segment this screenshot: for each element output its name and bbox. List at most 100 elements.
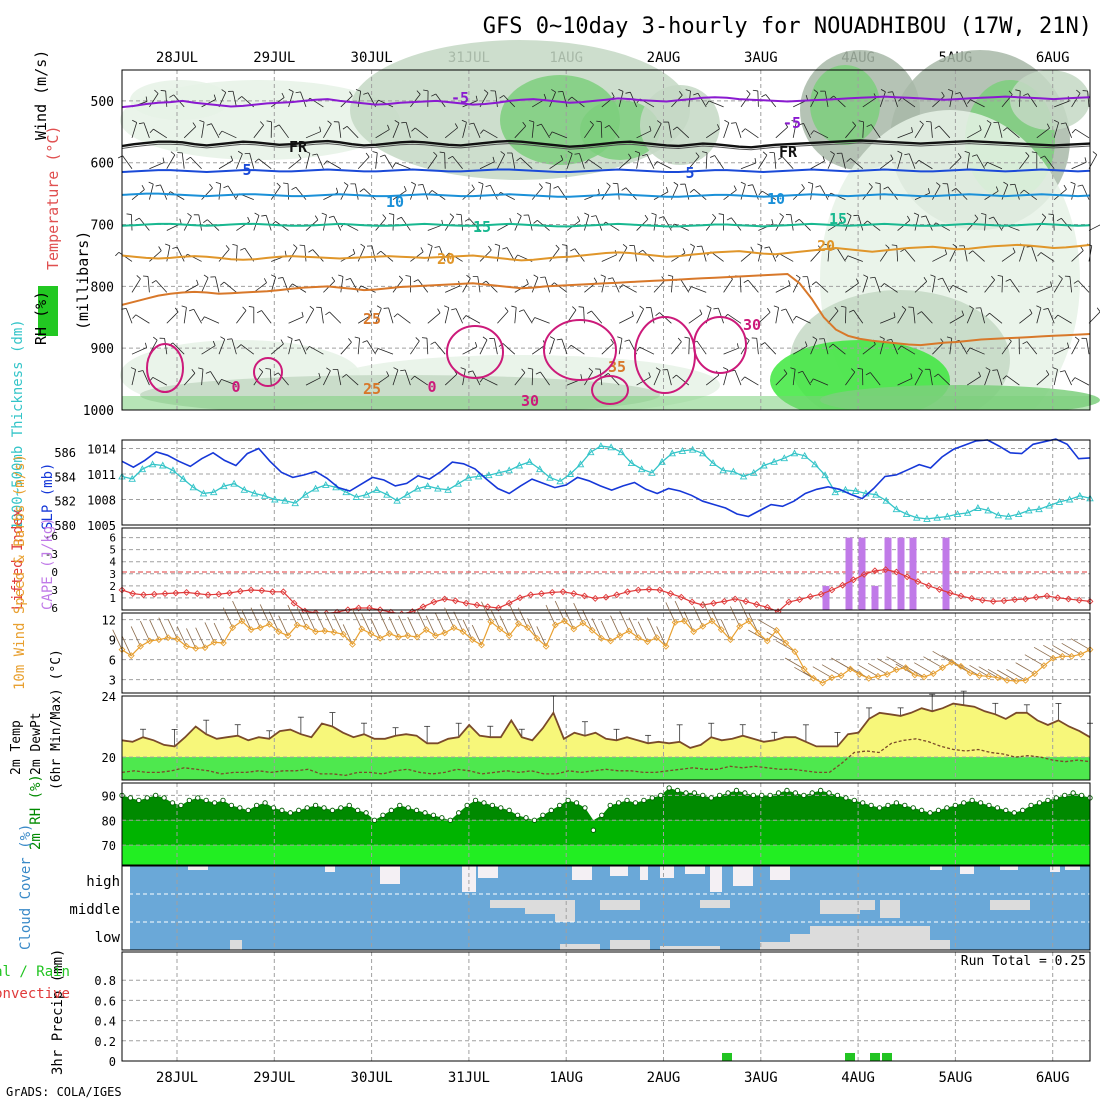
wind-barb	[462, 278, 471, 293]
rh2m-point	[413, 807, 420, 813]
wind-barb	[376, 305, 382, 309]
wind-barb	[932, 185, 941, 200]
rh2m-point	[944, 805, 950, 811]
wind-barb	[1088, 224, 1100, 231]
rh2m-point	[893, 800, 900, 806]
thickness-tick-label: 582	[54, 495, 76, 509]
wind-barb	[775, 284, 791, 293]
wind10m-barb	[269, 611, 280, 632]
cape-tick-label: 3	[109, 568, 116, 581]
wind-barb	[265, 368, 271, 370]
lifted-index-point	[806, 593, 814, 601]
thickness-point	[372, 485, 381, 493]
wind10m-point	[920, 673, 928, 681]
wind-barb	[790, 214, 794, 231]
wind10m-point	[828, 674, 836, 682]
wind-barb	[638, 249, 643, 254]
wind-barb	[183, 126, 196, 139]
wind-barb	[757, 243, 763, 247]
wind-barb	[388, 307, 394, 324]
wind-barb	[305, 150, 311, 154]
date-label-bottom: 6AUG	[1036, 1070, 1070, 1086]
thickness-point	[220, 482, 228, 490]
wind-barb	[338, 121, 342, 138]
wind-barb	[925, 215, 933, 231]
wind-barb	[376, 250, 382, 255]
slp-tick-label: 1014	[87, 443, 116, 457]
wind-barb	[447, 155, 453, 160]
panel-frame	[121, 612, 1091, 694]
wind10m-point	[763, 637, 771, 645]
wind-barb	[947, 183, 951, 200]
wind-barb	[1001, 341, 1012, 355]
wind-barb	[846, 158, 851, 162]
wind-barb	[363, 188, 376, 200]
wind-barb	[531, 317, 536, 323]
rh2m-point	[481, 800, 487, 806]
wind-barb	[323, 160, 328, 165]
rh2m-point	[472, 797, 479, 804]
wind10m-point	[229, 624, 237, 632]
wind-barb	[242, 306, 247, 311]
wind-barb	[807, 181, 813, 185]
wind-barb	[636, 308, 644, 324]
wind-barb	[852, 121, 856, 126]
wind10m-point	[671, 618, 679, 626]
wind-barb	[951, 187, 957, 192]
wind-barb	[533, 274, 539, 278]
wind-barb	[567, 96, 573, 101]
thickness-point	[515, 461, 524, 469]
wind-barb	[205, 371, 211, 374]
isotherm-label: FR	[289, 138, 308, 156]
cloud-high	[930, 866, 942, 870]
rh2m-point	[775, 790, 782, 796]
wind10m-point	[524, 624, 532, 632]
wind-barb	[705, 128, 720, 139]
wind-barb	[444, 152, 446, 169]
wind-barb	[796, 315, 811, 324]
rh2m-point	[759, 792, 765, 799]
rh2m-point	[590, 827, 597, 833]
wind-barb	[218, 379, 222, 384]
wind-barb	[841, 153, 846, 169]
thickness-point	[699, 449, 707, 457]
wind-barb	[655, 367, 661, 371]
wind-barb	[132, 119, 137, 123]
lifted-index-point	[581, 592, 588, 600]
wind-barb	[833, 95, 846, 108]
wind-barb	[422, 184, 429, 200]
wind-barb	[848, 309, 854, 313]
lifted-index-point	[495, 604, 502, 612]
wind-barb	[948, 89, 953, 92]
wind-barb	[1036, 374, 1050, 386]
rh2m-point	[540, 812, 546, 818]
wind-barb	[132, 314, 137, 319]
wind-barb	[349, 91, 353, 97]
date-label-bottom: 4AUG	[841, 1070, 875, 1086]
wind-barb	[612, 277, 620, 293]
wind-barb	[619, 284, 623, 289]
wind-barb	[270, 343, 284, 355]
lifted-index-point	[796, 596, 804, 604]
wind-barb	[607, 277, 613, 280]
wind-barb	[628, 153, 632, 159]
wind-barb	[372, 151, 378, 154]
thickness-point	[607, 443, 615, 451]
wind-barb	[868, 182, 873, 188]
wind-barb	[830, 150, 835, 155]
wind-barb	[802, 371, 811, 386]
lifted-index-point	[441, 595, 449, 603]
wind-barb	[485, 280, 498, 293]
wind-barb	[744, 376, 759, 386]
wind-barb	[231, 338, 237, 355]
wind-barb	[141, 185, 145, 190]
wind10m-barb	[425, 615, 436, 636]
wind-barb	[901, 345, 916, 355]
wind-barb	[514, 307, 517, 324]
lifted-index-point	[355, 604, 363, 612]
wind-barb	[867, 220, 881, 231]
thickness-point	[943, 512, 952, 520]
wind-barb	[900, 248, 905, 253]
wind10m-point	[653, 634, 661, 642]
